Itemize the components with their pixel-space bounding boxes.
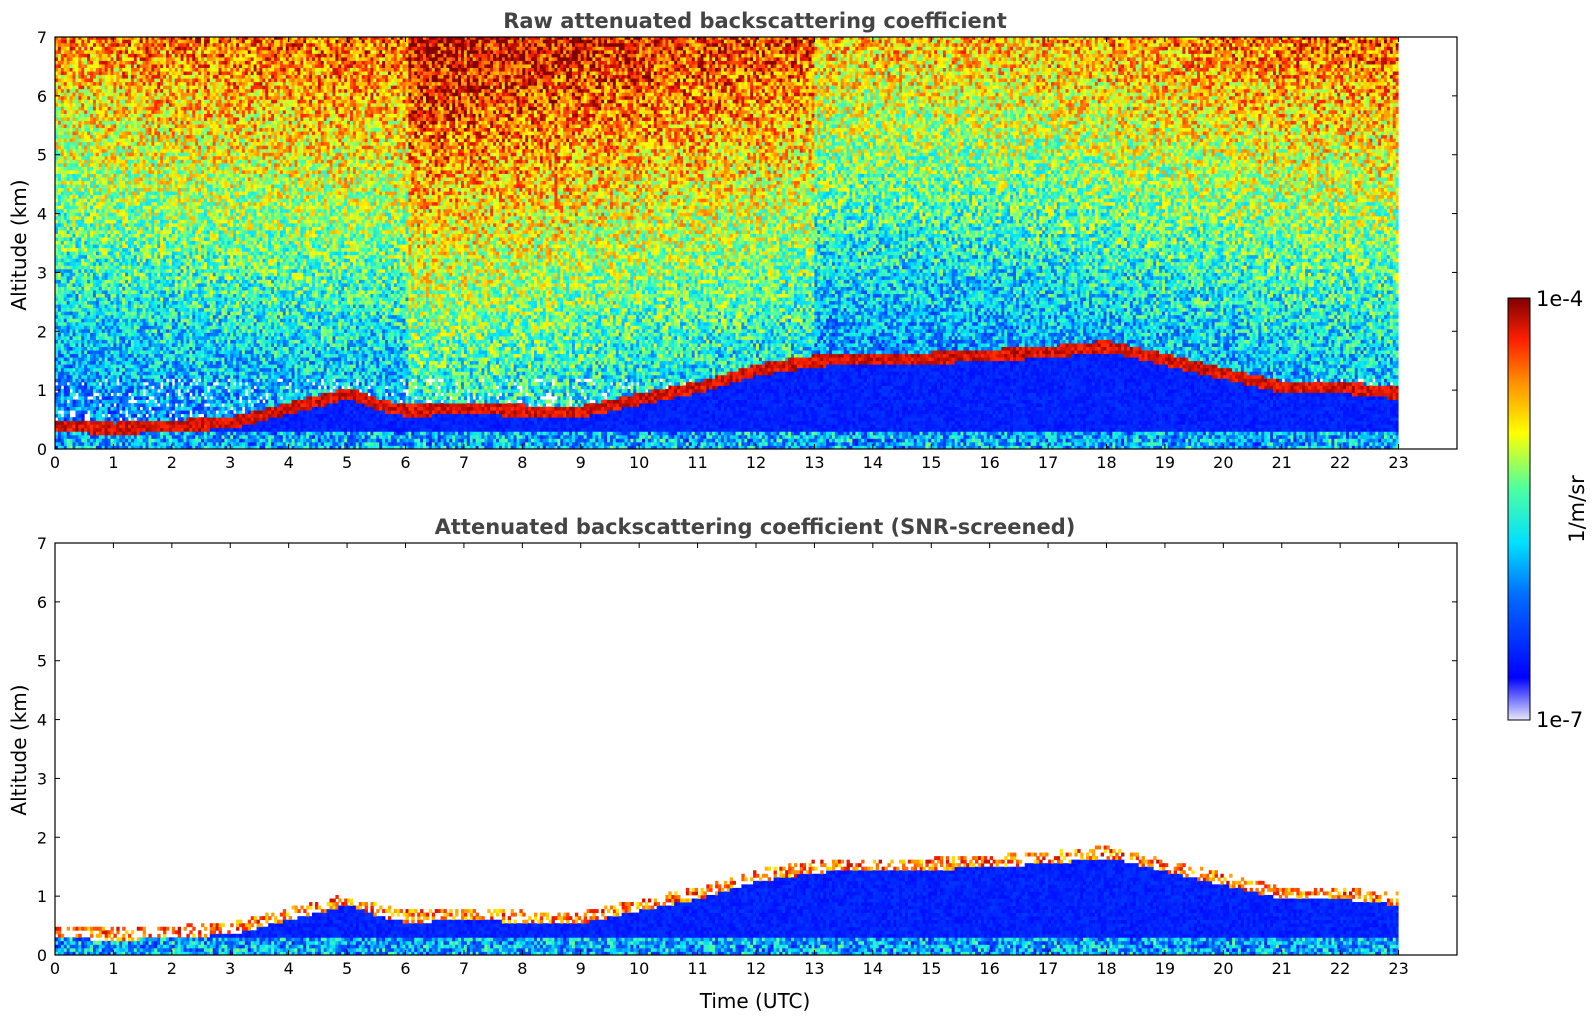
x-tick-label: 9 — [576, 453, 586, 472]
x-tick-label: 13 — [804, 959, 824, 978]
x-tick-label: 0 — [50, 959, 60, 978]
x-tick-label: 15 — [921, 959, 941, 978]
y-tick-label: 3 — [37, 263, 47, 282]
y-tick-label: 7 — [37, 28, 47, 47]
x-tick-label: 2 — [167, 959, 177, 978]
y-tick-label: 1 — [37, 381, 47, 400]
x-tick-label: 10 — [629, 453, 649, 472]
y-tick-label: 2 — [37, 322, 47, 341]
y-tick-label: 7 — [37, 534, 47, 553]
x-tick-label: 2 — [167, 453, 177, 472]
x-tick-label: 22 — [1330, 453, 1350, 472]
x-tick-label: 17 — [1038, 959, 1058, 978]
colorbar: 1e-4 1e-7 1/m/sr — [1508, 287, 1589, 732]
colorbar-min-label: 1e-7 — [1536, 708, 1583, 732]
x-tick-label: 22 — [1330, 959, 1350, 978]
x-tick-label: 21 — [1272, 959, 1292, 978]
x-tick-label: 17 — [1038, 453, 1058, 472]
y-tick-label: 1 — [37, 887, 47, 906]
y-tick-label: 0 — [37, 946, 47, 965]
x-tick-label: 0 — [50, 453, 60, 472]
x-tick-label: 5 — [342, 453, 352, 472]
x-tick-label: 14 — [863, 453, 883, 472]
x-tick-label: 13 — [804, 453, 824, 472]
x-tick-label: 1 — [108, 453, 118, 472]
x-tick-label: 4 — [284, 453, 294, 472]
x-tick-label: 1 — [108, 959, 118, 978]
x-tick-label: 18 — [1096, 453, 1116, 472]
x-tick-label: 21 — [1272, 453, 1292, 472]
x-tick-label: 19 — [1155, 453, 1175, 472]
y-tick-label: 4 — [37, 711, 47, 730]
figure: Raw attenuated backscattering coefficien… — [0, 0, 1595, 1020]
x-tick-label: 6 — [400, 453, 410, 472]
x-tick-label: 12 — [746, 453, 766, 472]
y-tick-label: 6 — [37, 87, 47, 106]
x-tick-label: 3 — [225, 959, 235, 978]
panel-raw: Raw attenuated backscattering coefficien… — [7, 9, 1457, 472]
x-tick-label: 4 — [284, 959, 294, 978]
x-tick-label: 7 — [459, 453, 469, 472]
y-tick-label: 5 — [37, 146, 47, 165]
x-tick-label: 15 — [921, 453, 941, 472]
x-tick-label: 6 — [400, 959, 410, 978]
x-tick-label: 16 — [979, 959, 999, 978]
x-tick-label: 20 — [1213, 959, 1233, 978]
y-tick-label: 4 — [37, 205, 47, 224]
panel-screened: Attenuated backscattering coefficient (S… — [7, 515, 1457, 1013]
x-tick-label: 7 — [459, 959, 469, 978]
panel-screened-heatmap — [55, 846, 1399, 956]
x-tick-label: 9 — [576, 959, 586, 978]
x-tick-label: 20 — [1213, 453, 1233, 472]
y-tick-label: 2 — [37, 828, 47, 847]
x-tick-label: 14 — [863, 959, 883, 978]
x-tick-label: 23 — [1388, 453, 1408, 472]
panel-screened-y-label: Altitude (km) — [7, 684, 31, 815]
panel-raw-title: Raw attenuated backscattering coefficien… — [503, 9, 1007, 33]
panel-screened-x-label: Time (UTC) — [699, 989, 811, 1013]
x-tick-label: 11 — [687, 453, 707, 472]
panel-screened-title: Attenuated backscattering coefficient (S… — [435, 515, 1076, 539]
panel-raw-y-label: Altitude (km) — [7, 179, 31, 310]
x-tick-label: 16 — [979, 453, 999, 472]
colorbar-gradient — [1508, 298, 1530, 720]
panel-raw-heatmap — [55, 36, 1399, 450]
x-tick-label: 18 — [1096, 959, 1116, 978]
x-tick-label: 8 — [517, 959, 527, 978]
x-tick-label: 12 — [746, 959, 766, 978]
y-tick-label: 5 — [37, 652, 47, 671]
y-tick-label: 3 — [37, 769, 47, 788]
x-tick-label: 3 — [225, 453, 235, 472]
y-tick-label: 0 — [37, 440, 47, 459]
x-tick-label: 8 — [517, 453, 527, 472]
x-tick-label: 19 — [1155, 959, 1175, 978]
x-tick-label: 10 — [629, 959, 649, 978]
colorbar-unit-label: 1/m/sr — [1565, 475, 1589, 543]
x-tick-label: 23 — [1388, 959, 1408, 978]
x-tick-label: 11 — [687, 959, 707, 978]
x-tick-label: 5 — [342, 959, 352, 978]
y-tick-label: 6 — [37, 593, 47, 612]
colorbar-max-label: 1e-4 — [1536, 287, 1583, 311]
